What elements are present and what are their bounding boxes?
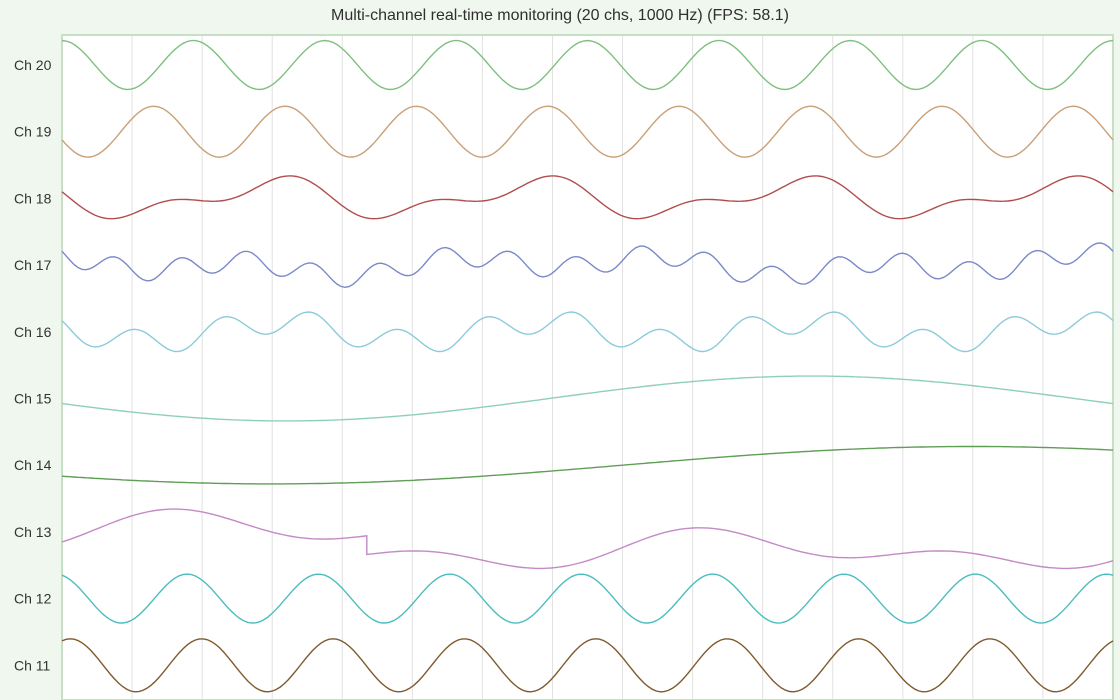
series-line [61, 573, 1114, 624]
channel-label: Ch 11 [14, 657, 51, 673]
channel-label: Ch 17 [14, 257, 52, 273]
series-line [61, 175, 1114, 220]
channel-label: Ch 19 [14, 124, 52, 140]
plot-border [61, 34, 1114, 700]
chart-title: Multi-channel real-time monitoring (20 c… [331, 7, 789, 24]
series-line [61, 242, 1114, 289]
channel-label: Ch 12 [14, 591, 52, 607]
channel-label: Ch 16 [14, 324, 52, 340]
channel-label: Ch 15 [14, 391, 52, 407]
plot-background [62, 35, 1113, 700]
series-line [61, 375, 1114, 422]
series-line [61, 311, 1114, 353]
series-line [61, 105, 1114, 158]
channel-label: Ch 14 [14, 457, 52, 473]
series-line [61, 638, 1114, 693]
series-line [61, 39, 1114, 91]
channel-label: Ch 20 [14, 57, 52, 73]
series-line [61, 445, 1114, 485]
channel-label: Ch 13 [14, 524, 52, 540]
channel-label: Ch 18 [14, 190, 52, 206]
series-line [61, 508, 1114, 570]
